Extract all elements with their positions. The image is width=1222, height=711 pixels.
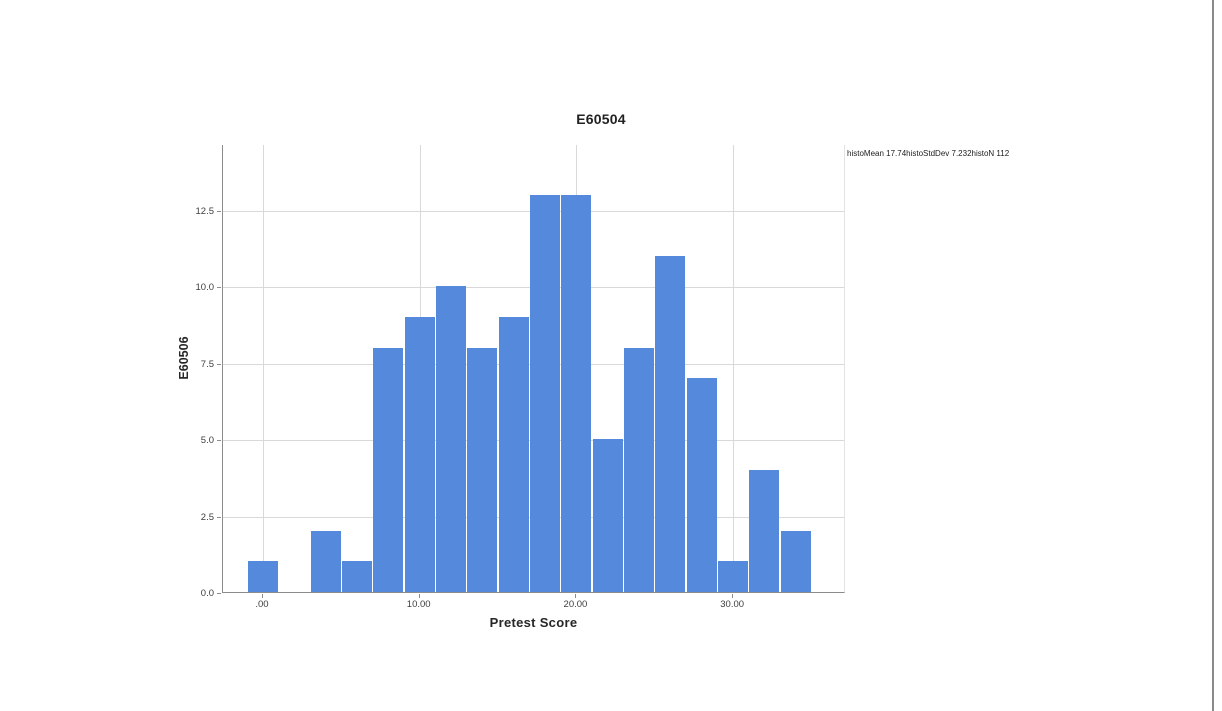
histogram-bar xyxy=(247,561,278,592)
histogram-bar xyxy=(749,469,780,592)
histogram-bar xyxy=(373,347,404,592)
x-axis-label: Pretest Score xyxy=(489,615,578,630)
y-tick-label: 10.0 xyxy=(195,282,215,294)
chart-title: E60504 xyxy=(576,111,626,127)
histogram-bar xyxy=(592,439,623,592)
histogram-bar xyxy=(310,530,341,592)
y-tick-label: 2.5 xyxy=(200,511,214,523)
x-tick-mark xyxy=(261,594,263,598)
window-right-border xyxy=(1212,0,1214,711)
y-tick-mark xyxy=(217,287,221,289)
histogram-bar xyxy=(435,286,466,592)
x-tick-label: 20.00 xyxy=(563,599,588,610)
vertical-gridline xyxy=(733,145,735,592)
histogram-bar xyxy=(561,194,592,592)
y-tick-mark xyxy=(217,440,221,442)
histogram-bar xyxy=(655,255,686,592)
x-tick-label: .00 xyxy=(255,599,269,610)
histogram-bar xyxy=(624,347,654,592)
histogram-bar xyxy=(530,194,560,592)
y-tick-label: 0.0 xyxy=(200,588,214,599)
x-tick-mark xyxy=(732,594,734,598)
y-tick-label: 7.5 xyxy=(200,358,214,370)
x-tick-mark xyxy=(418,594,420,598)
y-tick-mark xyxy=(217,363,221,365)
histogram-bar xyxy=(341,561,372,592)
x-tick-label: 30.00 xyxy=(720,599,745,610)
histogram-bar xyxy=(780,530,811,592)
x-tick-mark xyxy=(575,594,577,598)
histogram-bar xyxy=(467,347,498,592)
vertical-gridline xyxy=(262,145,264,592)
y-tick-label: 5.0 xyxy=(200,435,214,447)
stats-annotation: histoMean 17.74histoStdDev 7.232histoN 1… xyxy=(847,149,1010,158)
plot-area xyxy=(222,145,845,593)
y-tick-label: 12.5 xyxy=(195,206,215,217)
y-tick-mark xyxy=(217,593,221,594)
y-tick-mark xyxy=(217,211,221,212)
y-tick-mark xyxy=(217,516,221,518)
histogram-bar xyxy=(498,316,529,592)
histogram-bar xyxy=(718,561,749,592)
histogram-bar xyxy=(686,378,717,592)
histogram-bar xyxy=(404,316,435,592)
x-tick-label: 10.00 xyxy=(406,599,431,610)
